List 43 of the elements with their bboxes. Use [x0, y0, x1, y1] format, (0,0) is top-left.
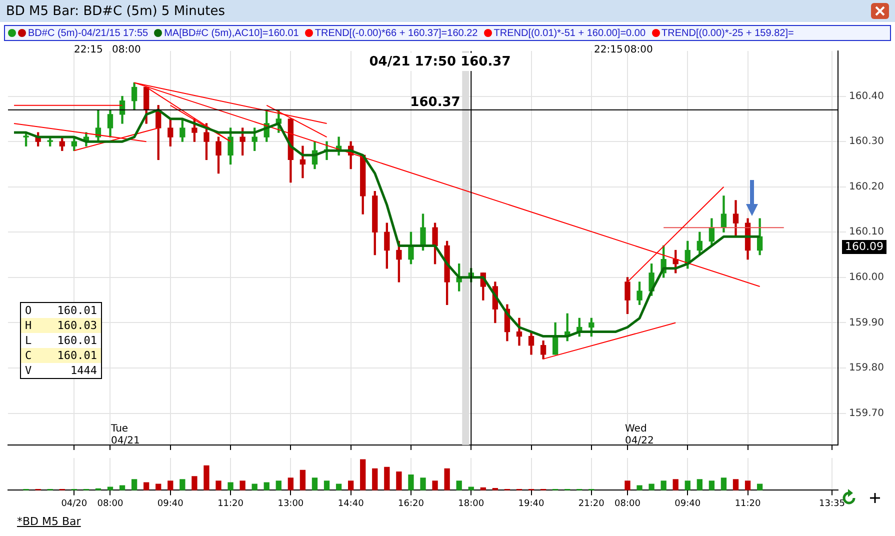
text: C 160.01: [25, 349, 97, 362]
x-tick-label: 21:20: [578, 498, 605, 509]
annotation: 08:00: [112, 44, 141, 56]
legend-label: MA[BD#C (5m),AC10]=160.01: [164, 28, 299, 38]
legend-label: TREND[(0.00)*-25 + 159.82]=: [662, 28, 794, 38]
text: O 160.01: [25, 304, 97, 317]
x-tick-label: 14:40: [338, 498, 364, 509]
x-tick-label: 13:00: [278, 498, 304, 509]
legend-label: BD#C (5m)-04/21/15 17:55: [28, 28, 148, 38]
chart-title: BD M5 Bar: BD#C (5m) 5 Minutes: [6, 4, 226, 18]
x-tick-label: 09:40: [674, 498, 701, 509]
x-tick-label: 13:35: [819, 498, 845, 509]
x-tick-label: 08:00: [97, 498, 124, 509]
ref-line-label: 160.37: [410, 94, 460, 110]
legend-label: TREND[(0.01)*-51 + 160.00]=0.00: [494, 28, 646, 38]
x-tick-label: 04/20: [61, 498, 88, 509]
annotation: 08:00: [624, 44, 653, 56]
x-tick-label: 18:00: [458, 498, 484, 509]
text: 160.09: [845, 240, 884, 253]
annotation: 04/21 17:50 160.37: [369, 54, 511, 70]
x-tick-label: 08:00: [614, 498, 641, 509]
annotation: Wed 04/22: [625, 424, 654, 447]
annotation: 22:15: [594, 44, 623, 56]
y-tick-label: 159.80: [849, 362, 884, 374]
text: H 160.03: [25, 319, 97, 332]
text: *BD M5 Bar: [14, 514, 84, 529]
x-tick-label: 09:40: [157, 498, 184, 509]
annotation: 22:15: [74, 44, 103, 56]
y-tick-label: 159.70: [849, 408, 884, 419]
y-tick-label: 160.10: [849, 226, 884, 238]
y-tick-label: 160.30: [849, 136, 884, 148]
annotation: Tue 04/21: [110, 424, 140, 447]
y-tick-label: 159.90: [849, 317, 884, 328]
x-tick-label: 11:20: [734, 498, 762, 509]
y-tick-label: 160.40: [849, 90, 884, 102]
legend-label: TREND[(-0.00)*66 + 160.37]=160.22: [314, 28, 478, 38]
x-tick-label: 11:20: [218, 498, 244, 509]
x-tick-label: 19:40: [518, 498, 545, 509]
x-tick-label: 16:20: [398, 498, 424, 509]
y-tick-label: 160.20: [849, 181, 884, 192]
y-tick-label: 160.00: [849, 272, 884, 284]
text: V 1444: [25, 364, 97, 377]
text: L 160.01: [25, 334, 97, 347]
